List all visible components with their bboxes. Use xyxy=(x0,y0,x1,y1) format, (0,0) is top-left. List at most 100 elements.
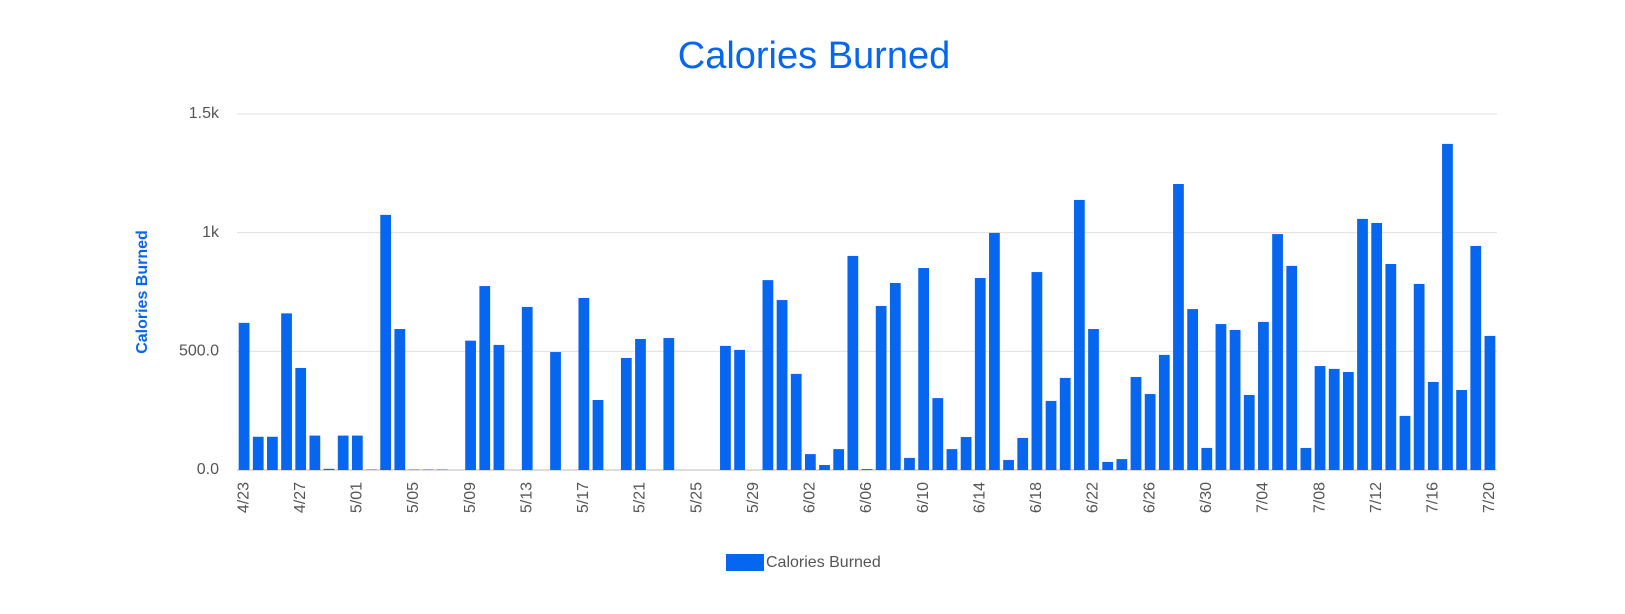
bar xyxy=(663,338,675,470)
bar xyxy=(1385,263,1397,470)
bar xyxy=(1059,377,1071,470)
bar xyxy=(295,367,307,470)
bar xyxy=(804,454,816,470)
x-tick-label: 6/26 xyxy=(1141,482,1158,513)
bar xyxy=(1201,447,1213,470)
x-tick-label: 5/17 xyxy=(575,482,592,513)
bar xyxy=(776,300,788,470)
bar xyxy=(1427,381,1439,470)
bar xyxy=(1045,400,1057,470)
x-tick-label: 7/12 xyxy=(1368,482,1385,513)
bar xyxy=(380,214,392,470)
x-tick-label: 6/14 xyxy=(971,482,988,513)
bar xyxy=(1357,218,1368,470)
bar xyxy=(960,437,972,470)
bar xyxy=(1003,460,1014,470)
bar xyxy=(1102,461,1114,470)
bar xyxy=(1342,371,1354,470)
bar xyxy=(974,277,986,470)
bar xyxy=(1243,395,1255,470)
bar xyxy=(238,322,250,470)
x-tick-label: 7/16 xyxy=(1425,482,1442,513)
x-tick-label: 7/20 xyxy=(1481,482,1498,513)
bar xyxy=(1484,335,1496,470)
bar xyxy=(762,280,774,470)
bar xyxy=(1158,354,1170,470)
bar xyxy=(734,349,745,470)
bar xyxy=(1456,390,1467,470)
bar xyxy=(1413,283,1425,470)
bar xyxy=(875,306,887,470)
bar xyxy=(1229,329,1241,470)
x-tick-label: 5/21 xyxy=(632,482,649,513)
bar xyxy=(1470,245,1482,470)
bar xyxy=(1017,437,1029,470)
bar xyxy=(720,345,731,470)
bar xyxy=(904,457,915,470)
chart-title: Calories Burned xyxy=(678,35,950,77)
y-tick-label: 0.0 xyxy=(197,461,219,478)
bar xyxy=(861,469,873,470)
x-tick-label: 5/01 xyxy=(349,482,366,513)
bar xyxy=(819,465,830,470)
x-tick-label: 5/25 xyxy=(688,482,705,513)
bar xyxy=(351,435,363,470)
x-tick-label: 6/10 xyxy=(915,482,932,513)
bar xyxy=(1187,309,1198,470)
x-tick-label: 5/09 xyxy=(462,482,479,513)
bar xyxy=(1399,415,1411,470)
x-tick-label: 5/13 xyxy=(518,482,535,513)
bar xyxy=(790,373,802,470)
bar xyxy=(1272,234,1283,470)
bar xyxy=(479,286,491,470)
bar xyxy=(1300,447,1312,470)
bar xyxy=(1088,329,1099,470)
x-tick-label: 6/22 xyxy=(1085,482,1102,513)
y-tick-label: 1k xyxy=(202,224,220,241)
x-tick-label: 5/05 xyxy=(405,482,422,513)
bar xyxy=(847,255,859,470)
bar xyxy=(1130,376,1142,470)
x-tick-label: 4/27 xyxy=(292,482,309,513)
legend-swatch xyxy=(726,554,764,571)
bar xyxy=(635,338,646,470)
bar xyxy=(1328,368,1340,470)
bar xyxy=(521,306,533,470)
bar xyxy=(323,468,335,470)
bar xyxy=(932,398,944,470)
bar xyxy=(252,436,264,470)
bar xyxy=(946,449,958,470)
bar xyxy=(1144,394,1156,470)
x-tick-label: 6/06 xyxy=(858,482,875,513)
x-tick-label: 6/18 xyxy=(1028,482,1045,513)
bar xyxy=(337,435,349,470)
bar xyxy=(1314,366,1326,470)
bar xyxy=(309,435,321,470)
bar xyxy=(267,436,278,470)
bar xyxy=(1258,321,1269,470)
x-tick-label: 6/30 xyxy=(1198,482,1215,513)
bar xyxy=(1286,265,1298,470)
bar xyxy=(1031,272,1043,470)
bar xyxy=(833,449,845,470)
bar xyxy=(989,232,1000,470)
x-tick-label: 5/29 xyxy=(745,482,762,513)
x-tick-label: 7/04 xyxy=(1255,482,1272,513)
y-tick-label: 1.5k xyxy=(189,105,220,122)
bar xyxy=(889,282,901,470)
bar xyxy=(1173,184,1184,470)
bar xyxy=(1073,199,1085,470)
bar xyxy=(578,297,590,470)
x-tick-label: 4/23 xyxy=(235,482,252,513)
bar xyxy=(1116,459,1128,470)
bar xyxy=(1442,143,1453,471)
bar xyxy=(465,340,476,470)
y-axis-label: Calories Burned xyxy=(134,230,151,354)
bar xyxy=(918,268,930,470)
bar xyxy=(281,313,292,470)
bar xyxy=(1371,222,1383,470)
bar xyxy=(592,399,604,470)
bar xyxy=(550,352,561,470)
bar xyxy=(620,357,632,470)
